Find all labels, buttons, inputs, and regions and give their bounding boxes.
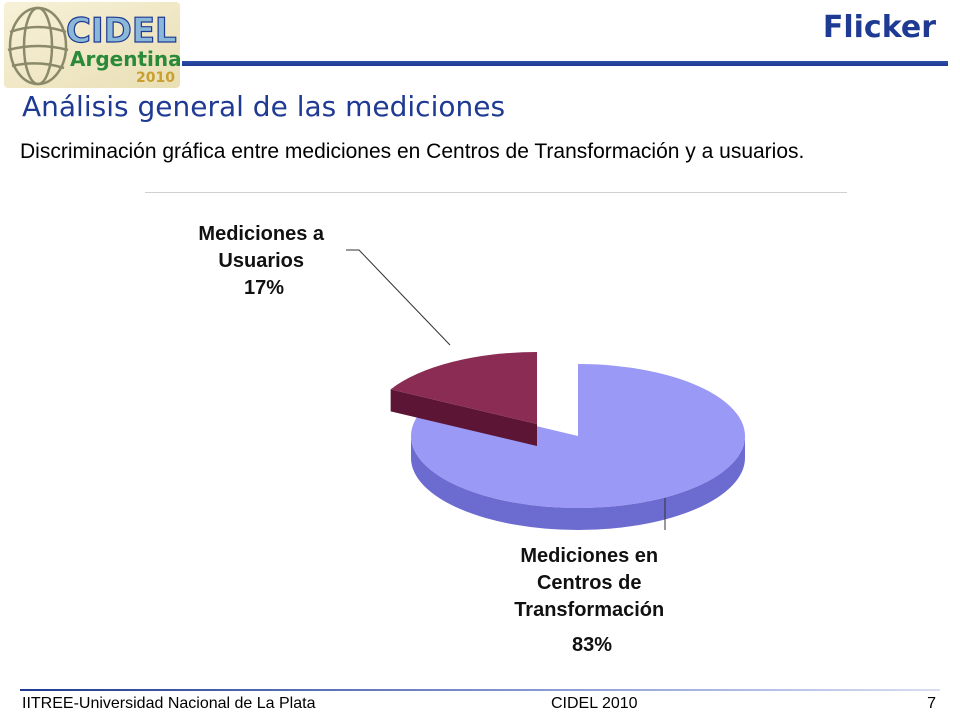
slice-label-usuarios-percent: 17% — [244, 277, 284, 299]
logo-year: 2010 — [136, 70, 175, 86]
subtitle-rule — [145, 192, 847, 193]
logo-word-argentina: Argentina — [70, 47, 180, 71]
slice-label-usuarios: Mediciones a Usuarios 17% — [198, 223, 329, 299]
cidel-logo: CIDEL Argentina 2010 — [4, 2, 180, 88]
slice-label-usuarios-line2: Usuarios — [218, 250, 304, 272]
header-title: Flicker — [822, 10, 936, 45]
footer-event: CIDEL 2010 — [551, 695, 638, 712]
logo-word-cidel: CIDEL — [66, 11, 177, 51]
pie-slice-centros-side — [411, 436, 745, 530]
footer-rule — [20, 689, 940, 691]
slice-label-centros-line1: Mediciones en — [520, 545, 658, 567]
header-rule — [182, 61, 948, 66]
pie-slice-usuarios — [390, 352, 537, 446]
slice-label-centros: Mediciones en Centros de Transformación … — [514, 545, 670, 656]
pie-slice-centros-top — [410, 364, 745, 508]
pie-slice-usuarios-top — [390, 352, 537, 424]
globe-icon — [7, 6, 69, 86]
slice-label-centros-percent: 83% — [572, 634, 612, 656]
slice-label-centros-line3: Transformación — [514, 599, 664, 621]
page-number: 7 — [927, 695, 936, 712]
leader-line-usuarios — [346, 249, 451, 346]
pie-slice-usuarios-front — [390, 389, 537, 446]
slide-subtitle: Discriminación gráfica entre mediciones … — [20, 140, 805, 163]
slice-label-usuarios-line1: Mediciones a — [198, 223, 324, 245]
slice-label-centros-line2: Centros de — [537, 572, 641, 594]
pie-slice-centros — [410, 364, 745, 530]
slide-title: Análisis general de las mediciones — [22, 90, 506, 123]
logo-text: CIDEL Argentina 2010 — [65, 10, 180, 86]
footer-institution: IITREE-Universidad Nacional de La Plata — [22, 695, 316, 712]
